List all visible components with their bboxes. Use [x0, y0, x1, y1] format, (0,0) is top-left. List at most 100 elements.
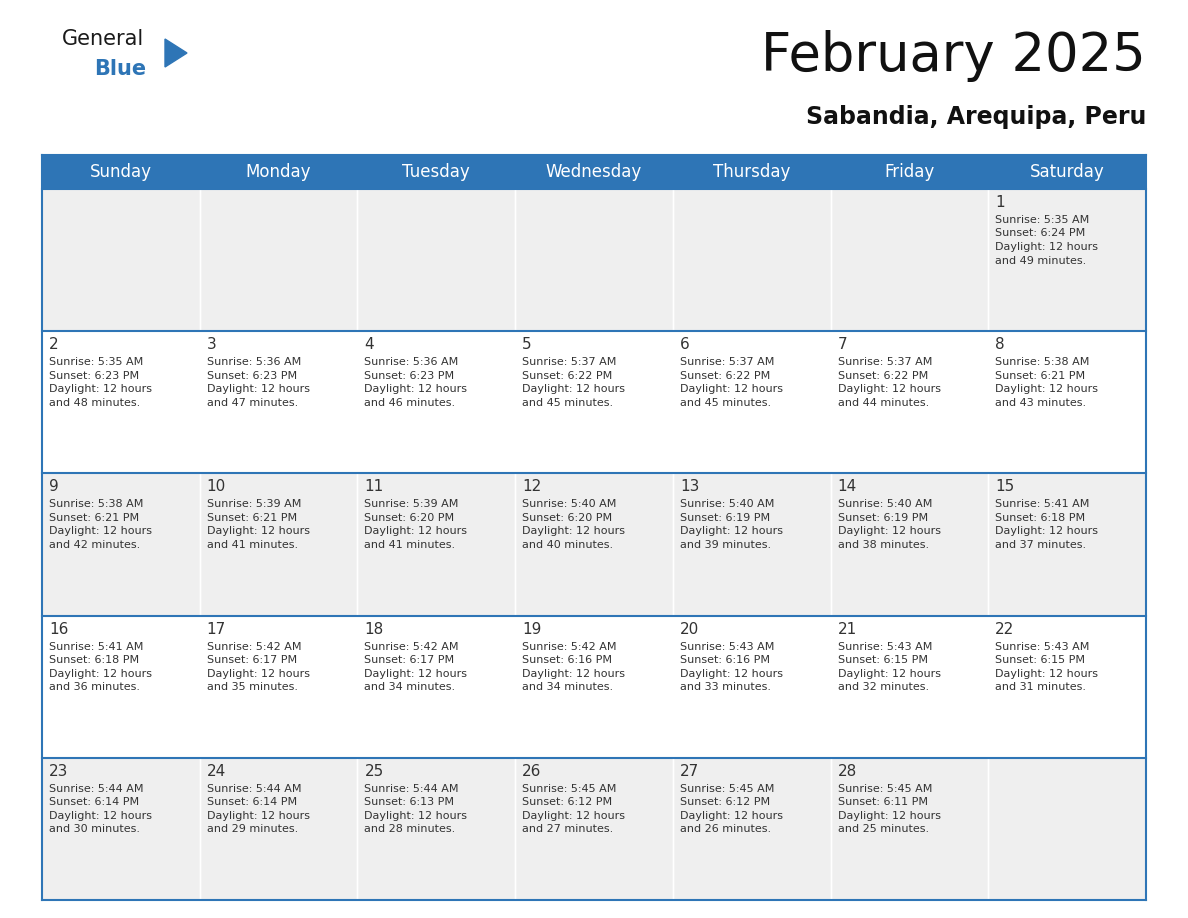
Text: Sunset: 6:17 PM: Sunset: 6:17 PM: [365, 655, 455, 666]
Text: Daylight: 12 hours: Daylight: 12 hours: [838, 385, 941, 394]
Text: Sunrise: 5:37 AM: Sunrise: 5:37 AM: [838, 357, 931, 367]
Text: Daylight: 12 hours: Daylight: 12 hours: [523, 811, 625, 821]
Text: Sunset: 6:22 PM: Sunset: 6:22 PM: [523, 371, 612, 381]
Text: Sunset: 6:11 PM: Sunset: 6:11 PM: [838, 798, 928, 807]
Text: Daylight: 12 hours: Daylight: 12 hours: [365, 526, 467, 536]
Text: 16: 16: [49, 621, 69, 636]
Text: Sunrise: 5:40 AM: Sunrise: 5:40 AM: [838, 499, 931, 509]
Text: Sunrise: 5:39 AM: Sunrise: 5:39 AM: [207, 499, 301, 509]
Text: 26: 26: [523, 764, 542, 778]
Text: and 46 minutes.: and 46 minutes.: [365, 397, 455, 408]
Text: 10: 10: [207, 479, 226, 495]
Text: 2: 2: [49, 337, 58, 353]
Text: Sunrise: 5:37 AM: Sunrise: 5:37 AM: [680, 357, 775, 367]
Text: Sunset: 6:16 PM: Sunset: 6:16 PM: [523, 655, 612, 666]
Text: Sunset: 6:14 PM: Sunset: 6:14 PM: [49, 798, 139, 807]
Text: Sunrise: 5:40 AM: Sunrise: 5:40 AM: [680, 499, 775, 509]
Text: Sunset: 6:13 PM: Sunset: 6:13 PM: [365, 798, 455, 807]
Text: 15: 15: [996, 479, 1015, 495]
Text: 18: 18: [365, 621, 384, 636]
Text: Sunrise: 5:37 AM: Sunrise: 5:37 AM: [523, 357, 617, 367]
Text: Sunset: 6:14 PM: Sunset: 6:14 PM: [207, 798, 297, 807]
Text: Daylight: 12 hours: Daylight: 12 hours: [996, 385, 1098, 394]
Text: 24: 24: [207, 764, 226, 778]
Text: Daylight: 12 hours: Daylight: 12 hours: [365, 668, 467, 678]
Text: and 33 minutes.: and 33 minutes.: [680, 682, 771, 692]
Text: Daylight: 12 hours: Daylight: 12 hours: [523, 668, 625, 678]
Text: 14: 14: [838, 479, 857, 495]
Text: Sunrise: 5:35 AM: Sunrise: 5:35 AM: [49, 357, 144, 367]
Text: Sunrise: 5:36 AM: Sunrise: 5:36 AM: [365, 357, 459, 367]
Text: Sunset: 6:12 PM: Sunset: 6:12 PM: [680, 798, 770, 807]
Text: Sunrise: 5:43 AM: Sunrise: 5:43 AM: [838, 642, 931, 652]
Text: Daylight: 12 hours: Daylight: 12 hours: [207, 385, 310, 394]
Bar: [42, 474, 1146, 616]
Text: Daylight: 12 hours: Daylight: 12 hours: [207, 526, 310, 536]
Text: 27: 27: [680, 764, 699, 778]
Text: Sunset: 6:21 PM: Sunset: 6:21 PM: [996, 371, 1086, 381]
Text: Sunset: 6:23 PM: Sunset: 6:23 PM: [49, 371, 139, 381]
Text: and 39 minutes.: and 39 minutes.: [680, 540, 771, 550]
Text: Daylight: 12 hours: Daylight: 12 hours: [365, 385, 467, 394]
Text: Sunrise: 5:42 AM: Sunrise: 5:42 AM: [207, 642, 302, 652]
Text: 20: 20: [680, 621, 699, 636]
Text: Sunset: 6:22 PM: Sunset: 6:22 PM: [680, 371, 770, 381]
Text: General: General: [62, 29, 144, 49]
Text: Sunset: 6:17 PM: Sunset: 6:17 PM: [207, 655, 297, 666]
Text: 25: 25: [365, 764, 384, 778]
Text: Sunrise: 5:38 AM: Sunrise: 5:38 AM: [49, 499, 144, 509]
Text: Tuesday: Tuesday: [403, 163, 470, 181]
Text: Daylight: 12 hours: Daylight: 12 hours: [680, 526, 783, 536]
Text: Daylight: 12 hours: Daylight: 12 hours: [523, 526, 625, 536]
Text: and 25 minutes.: and 25 minutes.: [838, 824, 929, 834]
Text: and 41 minutes.: and 41 minutes.: [365, 540, 455, 550]
Text: and 47 minutes.: and 47 minutes.: [207, 397, 298, 408]
Text: Wednesday: Wednesday: [545, 163, 643, 181]
Text: Daylight: 12 hours: Daylight: 12 hours: [49, 385, 152, 394]
Text: and 27 minutes.: and 27 minutes.: [523, 824, 613, 834]
Text: 6: 6: [680, 337, 689, 353]
Text: Daylight: 12 hours: Daylight: 12 hours: [207, 668, 310, 678]
Text: Daylight: 12 hours: Daylight: 12 hours: [996, 526, 1098, 536]
Text: Sunset: 6:21 PM: Sunset: 6:21 PM: [207, 513, 297, 523]
Text: Sunrise: 5:45 AM: Sunrise: 5:45 AM: [838, 784, 931, 794]
Text: 3: 3: [207, 337, 216, 353]
Text: Sunset: 6:12 PM: Sunset: 6:12 PM: [523, 798, 612, 807]
Text: Sabandia, Arequipa, Peru: Sabandia, Arequipa, Peru: [805, 105, 1146, 129]
Text: 23: 23: [49, 764, 69, 778]
Text: Blue: Blue: [94, 59, 146, 79]
Text: 1: 1: [996, 195, 1005, 210]
Text: 8: 8: [996, 337, 1005, 353]
Text: Daylight: 12 hours: Daylight: 12 hours: [838, 526, 941, 536]
Text: 11: 11: [365, 479, 384, 495]
Text: and 45 minutes.: and 45 minutes.: [523, 397, 613, 408]
Text: Daylight: 12 hours: Daylight: 12 hours: [680, 385, 783, 394]
Text: Sunrise: 5:36 AM: Sunrise: 5:36 AM: [207, 357, 301, 367]
Text: and 30 minutes.: and 30 minutes.: [49, 824, 140, 834]
Text: Friday: Friday: [884, 163, 935, 181]
Text: and 38 minutes.: and 38 minutes.: [838, 540, 929, 550]
Text: Sunset: 6:16 PM: Sunset: 6:16 PM: [680, 655, 770, 666]
Text: Sunset: 6:19 PM: Sunset: 6:19 PM: [838, 513, 928, 523]
Polygon shape: [165, 39, 187, 67]
Text: 4: 4: [365, 337, 374, 353]
Text: and 49 minutes.: and 49 minutes.: [996, 255, 1087, 265]
Text: Sunset: 6:18 PM: Sunset: 6:18 PM: [996, 513, 1086, 523]
Text: Sunset: 6:15 PM: Sunset: 6:15 PM: [838, 655, 928, 666]
Text: and 40 minutes.: and 40 minutes.: [523, 540, 613, 550]
Text: Daylight: 12 hours: Daylight: 12 hours: [680, 811, 783, 821]
Text: Sunrise: 5:41 AM: Sunrise: 5:41 AM: [996, 499, 1089, 509]
Text: Daylight: 12 hours: Daylight: 12 hours: [365, 811, 467, 821]
Text: Sunrise: 5:45 AM: Sunrise: 5:45 AM: [523, 784, 617, 794]
Text: 19: 19: [523, 621, 542, 636]
Text: Sunset: 6:22 PM: Sunset: 6:22 PM: [838, 371, 928, 381]
Text: and 45 minutes.: and 45 minutes.: [680, 397, 771, 408]
Text: Daylight: 12 hours: Daylight: 12 hours: [996, 242, 1098, 252]
Text: Sunset: 6:19 PM: Sunset: 6:19 PM: [680, 513, 770, 523]
Text: Sunrise: 5:45 AM: Sunrise: 5:45 AM: [680, 784, 775, 794]
Text: 12: 12: [523, 479, 542, 495]
Text: and 41 minutes.: and 41 minutes.: [207, 540, 298, 550]
Text: Thursday: Thursday: [713, 163, 790, 181]
Text: and 35 minutes.: and 35 minutes.: [207, 682, 298, 692]
Text: 22: 22: [996, 621, 1015, 636]
